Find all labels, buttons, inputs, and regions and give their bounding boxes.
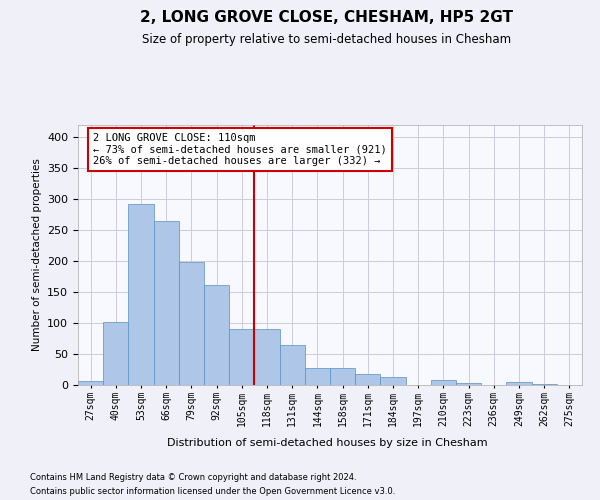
Bar [229, 330, 254, 385]
Bar [179, 262, 204, 385]
Bar [355, 374, 380, 385]
Bar [128, 204, 154, 385]
Y-axis label: Number of semi-detached properties: Number of semi-detached properties [32, 158, 41, 352]
Bar [280, 345, 305, 385]
Text: Contains HM Land Registry data © Crown copyright and database right 2024.: Contains HM Land Registry data © Crown c… [30, 472, 356, 482]
Bar [380, 377, 406, 385]
Text: 2, LONG GROVE CLOSE, CHESHAM, HP5 2GT: 2, LONG GROVE CLOSE, CHESHAM, HP5 2GT [140, 10, 514, 25]
Bar [456, 382, 481, 385]
Bar [532, 384, 557, 385]
Bar [330, 368, 355, 385]
Text: 2 LONG GROVE CLOSE: 110sqm
← 73% of semi-detached houses are smaller (921)
26% o: 2 LONG GROVE CLOSE: 110sqm ← 73% of semi… [93, 133, 387, 166]
Bar [254, 330, 280, 385]
Text: Distribution of semi-detached houses by size in Chesham: Distribution of semi-detached houses by … [167, 438, 487, 448]
Bar [78, 380, 103, 385]
Bar [305, 368, 330, 385]
Bar [204, 284, 229, 385]
Bar [103, 322, 128, 385]
Bar [431, 380, 456, 385]
Bar [506, 382, 532, 385]
Text: Contains public sector information licensed under the Open Government Licence v3: Contains public sector information licen… [30, 488, 395, 496]
Text: Size of property relative to semi-detached houses in Chesham: Size of property relative to semi-detach… [142, 32, 512, 46]
Bar [154, 221, 179, 385]
